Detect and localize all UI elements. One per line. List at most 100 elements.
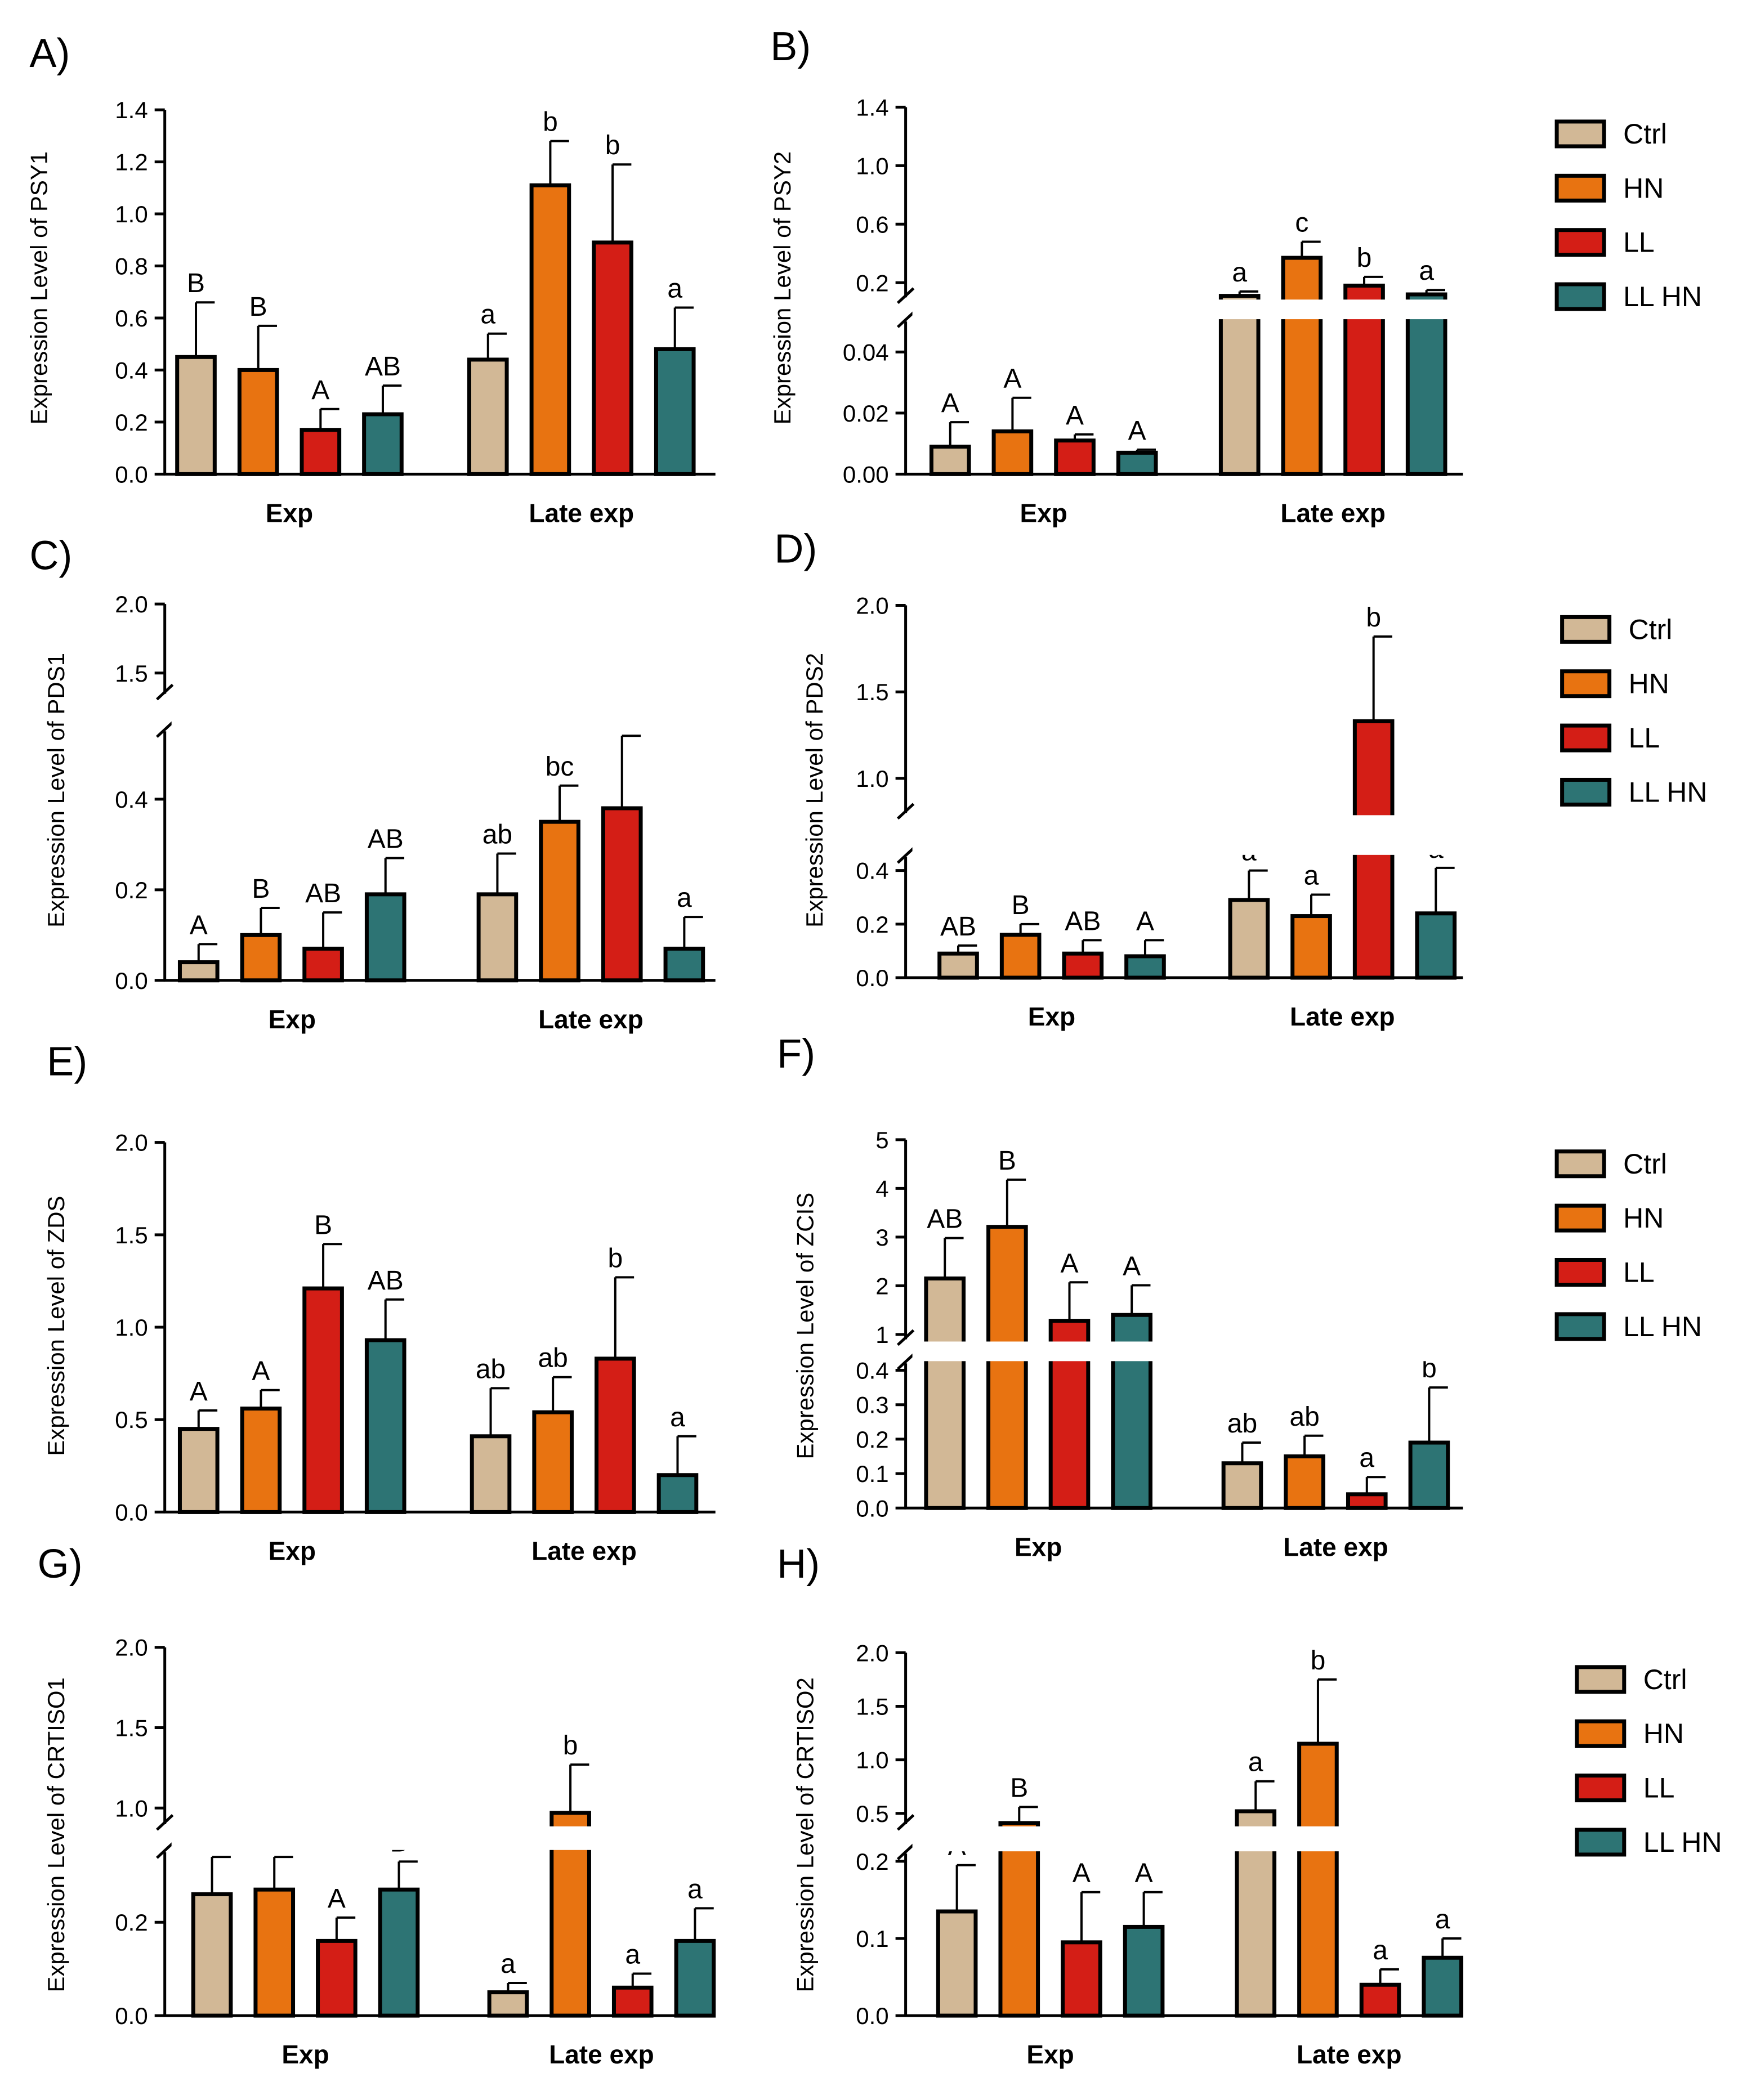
y-tick-label: 2.0 (115, 1635, 148, 1661)
x-tick-label: Late exp (1280, 498, 1386, 527)
significance-letter: A (1061, 1248, 1079, 1278)
significance-letter: ab (1227, 1409, 1257, 1439)
significance-letter: a (1304, 861, 1319, 890)
y-tick-label: 1.4 (115, 97, 148, 123)
significance-letter: B (249, 292, 267, 322)
y-tick-label: 2.0 (115, 591, 148, 617)
y-tick-label: 0.1 (856, 1461, 888, 1487)
significance-letter: a (1419, 256, 1434, 286)
bar-ll-hn-late-exp (1422, 1955, 1464, 2018)
y-tick-label: 1.4 (856, 94, 888, 120)
legend-swatch-hn (1560, 669, 1612, 698)
y-axis-label: Expression Level of CRTISO2 (792, 1677, 818, 1992)
bar-ctrl-exp (177, 1427, 220, 1514)
significance-letter: ab (476, 1354, 506, 1384)
bar-ctrl-late-exp (1221, 1461, 1263, 1510)
x-tick-label: Exp (269, 1005, 316, 1034)
x-tick-label: Late exp (538, 1005, 644, 1034)
bar-ll-hn-exp (378, 1887, 420, 2018)
y-tick-label: 0.2 (115, 877, 148, 903)
x-tick-label: Exp (1028, 1002, 1075, 1031)
bar-ll-exp (1062, 951, 1104, 980)
y-tick-label: 1.2 (115, 149, 148, 176)
legend-swatch-ctrl (1554, 119, 1606, 149)
y-tick-label: 0.5 (115, 1407, 148, 1433)
axis-break-mark (896, 847, 915, 864)
significance-letter: A (1136, 906, 1154, 936)
y-tick-label: 1.0 (856, 1747, 888, 1774)
x-tick-label: Exp (282, 2040, 329, 2069)
y-tick-label: 0.4 (856, 858, 888, 884)
bar-hn-exp (253, 1887, 296, 2018)
y-tick-label: 0.4 (115, 357, 148, 383)
legend-label: HN (1643, 1718, 1684, 1749)
y-tick-label: 0.04 (843, 339, 889, 365)
significance-letter: ab (538, 1344, 568, 1373)
axis-break-mark (155, 1842, 174, 1859)
y-tick-label: 0.0 (115, 968, 148, 994)
y-tick-label: 1.0 (115, 201, 148, 227)
significance-letter: b (543, 108, 558, 137)
significance-letter: AB (368, 825, 404, 854)
axis-break-mark (896, 1353, 915, 1371)
bar-ctrl-exp (175, 355, 217, 476)
significance-letter: A (1123, 1251, 1141, 1281)
significance-letter: a (1435, 1905, 1450, 1935)
significance-letter: A (311, 375, 329, 405)
panel-label: F) (777, 1031, 815, 1076)
significance-letter: b (563, 1731, 578, 1761)
panel-label: H) (777, 1542, 820, 1587)
legend-label: HN (1623, 172, 1664, 204)
bar-ll-hn-late-exp (1415, 911, 1457, 980)
legend-label: LL (1623, 227, 1655, 258)
panel-label: D) (774, 526, 817, 571)
y-tick-label: 1.5 (856, 1693, 888, 1720)
axis-break-mark (896, 311, 915, 328)
bar-hn-late-exp (1284, 1454, 1325, 1510)
significance-letter: A (1066, 401, 1084, 431)
x-tick-label: Exp (266, 498, 313, 527)
legend-swatch-hn (1554, 173, 1606, 203)
significance-letter: a (1359, 1443, 1374, 1473)
significance-letter: b (1366, 603, 1381, 633)
significance-letter: B (187, 268, 205, 298)
significance-letter: b (1357, 243, 1372, 273)
bar-ll-late-exp (611, 1985, 654, 2018)
significance-letter: c (1295, 208, 1308, 238)
y-tick-label: 0.4 (115, 786, 148, 813)
y-tick-label: 2.0 (856, 593, 888, 619)
significance-letter: AB (940, 912, 976, 942)
x-tick-label: Late exp (1283, 1532, 1388, 1561)
legend-swatch-ll (1554, 1257, 1606, 1287)
y-tick-label: 1.0 (856, 153, 888, 179)
legend-swatch-ll (1554, 228, 1606, 257)
bar-ll-late-exp (601, 806, 643, 983)
bar-hn-late-exp (1290, 914, 1332, 980)
y-tick-label: 1.5 (115, 660, 148, 687)
legend-swatch-ctrl (1560, 615, 1612, 644)
bar-ctrl-late-exp (476, 892, 519, 983)
y-axis-label: Expression Level of PDS1 (43, 653, 69, 928)
y-tick-label: 0.2 (115, 1909, 148, 1936)
legend-swatch-ll-hn (1575, 1828, 1627, 1857)
y-tick-label: 0.2 (856, 1426, 888, 1453)
bar-ctrl-late-exp (467, 357, 509, 476)
legend-4: Ctrl HN LL LL HN (1575, 1664, 1722, 1858)
bar-hn-exp (237, 368, 279, 476)
bar-ctrl-late-exp (1228, 898, 1270, 980)
significance-letter: a (687, 1874, 703, 1904)
bar-ctrl-exp (937, 951, 979, 980)
bar-ctrl-exp (929, 445, 971, 476)
legend-swatch-ctrl (1554, 1149, 1606, 1179)
bar-ll-hn-late-exp (1405, 292, 1447, 476)
bar-ctrl-exp (924, 1276, 966, 1510)
y-tick-label: 0.3 (856, 1392, 888, 1418)
legend-label: Ctrl (1623, 1148, 1667, 1180)
y-tick-label: 0.8 (115, 253, 148, 279)
legend-label: LL (1623, 1256, 1655, 1288)
legend-swatch-hn (1575, 1719, 1627, 1748)
y-tick-label: 0.5 (856, 1801, 888, 1827)
legend-label: LL HN (1623, 1311, 1702, 1342)
panel-label: C) (29, 533, 72, 578)
legend-swatch-ll-hn (1554, 282, 1606, 311)
